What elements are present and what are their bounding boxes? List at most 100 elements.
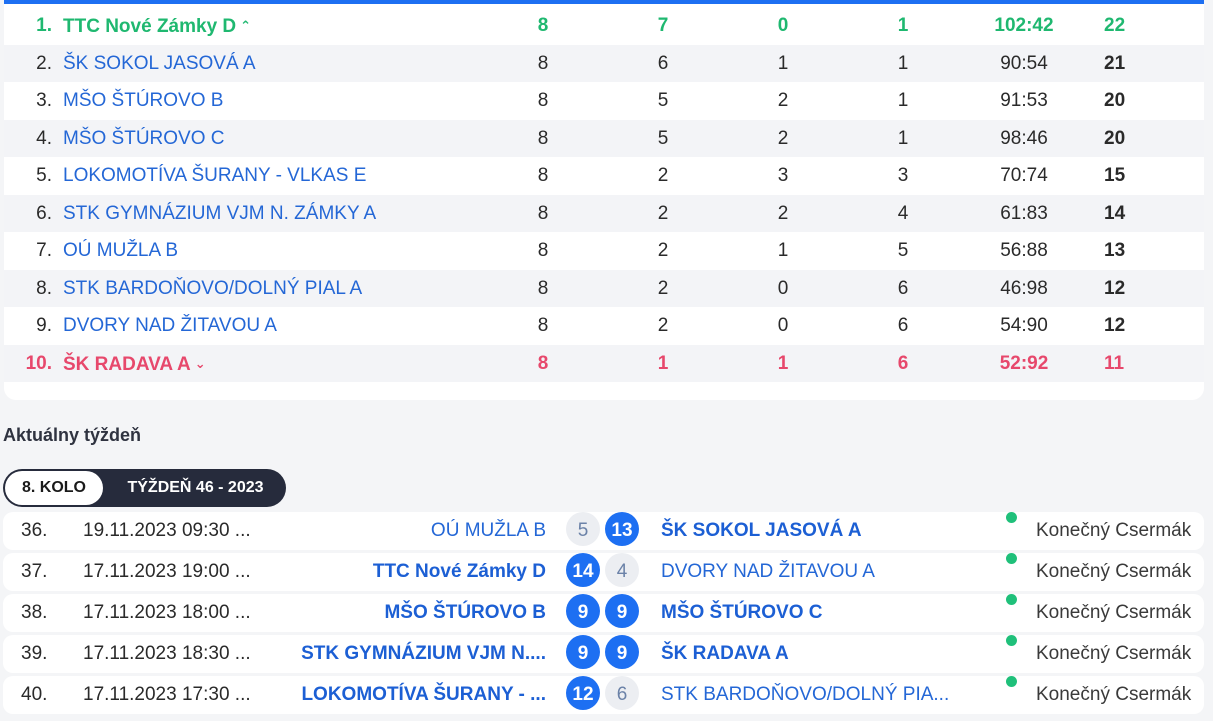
team-name-link[interactable]: STK BARDOŇOVO/DOLNÝ PIAL A bbox=[63, 277, 363, 299]
match-number: 40. bbox=[21, 684, 48, 705]
match-row[interactable]: 37. 17.11.2023 19:00 ... TTC Nové Zámky D 1… bbox=[3, 553, 1204, 591]
home-score: 9 bbox=[566, 635, 600, 669]
team-name-link[interactable]: MŠO ŠTÚROVO C bbox=[63, 127, 225, 149]
match-row[interactable]: 40. 17.11.2023 17:30 ... LOKOMOTÍVA ŠURANY… bbox=[3, 676, 1204, 714]
match-date: 19.11.2023 09:30 ... bbox=[83, 520, 251, 541]
home-score: 14 bbox=[566, 553, 600, 587]
team-name-link[interactable]: STK GYMNÁZIUM VJM N. ZÁMKY A bbox=[63, 202, 377, 224]
score-cell: 56:88 bbox=[1000, 240, 1048, 261]
rank: 6. bbox=[36, 202, 52, 224]
rank: 3. bbox=[36, 90, 52, 111]
match-number: 39. bbox=[21, 643, 48, 664]
status-dot-icon bbox=[1006, 553, 1017, 564]
status-dot-icon bbox=[1006, 676, 1017, 687]
rank: 10. bbox=[25, 352, 52, 374]
away-team-link[interactable]: MŠO ŠTÚROVO C bbox=[661, 602, 823, 623]
tab-round[interactable]: 8. KOLO bbox=[5, 471, 103, 505]
losses-cell: 1 bbox=[897, 15, 909, 36]
rank: 1. bbox=[36, 15, 52, 36]
played-cell: 8 bbox=[537, 277, 549, 299]
match-date: 17.11.2023 18:00 ... bbox=[83, 602, 251, 623]
points-cell: 20 bbox=[1104, 90, 1126, 111]
played-cell: 8 bbox=[537, 315, 549, 336]
match-status: Konečný Csermák bbox=[1036, 643, 1192, 664]
wins-cell: 6 bbox=[657, 52, 669, 74]
draws-cell: 0 bbox=[777, 315, 789, 336]
points-cell: 12 bbox=[1104, 315, 1126, 336]
score-cell: 102:42 bbox=[994, 15, 1054, 36]
chevron-down-icon: ⌄ bbox=[194, 355, 206, 371]
round-tabs: 8. KOLO TÝŽDEŇ 46 - 2023 bbox=[3, 469, 286, 507]
score-cell: 98:46 bbox=[1000, 127, 1048, 149]
score-cell: 70:74 bbox=[1000, 165, 1048, 186]
match-row[interactable]: 38. 17.11.2023 18:00 ... MŠO ŠTÚROVO B 9 9 MŠ… bbox=[3, 594, 1204, 632]
points-cell: 12 bbox=[1104, 277, 1126, 299]
draws-cell: 1 bbox=[777, 240, 789, 261]
points-cell: 20 bbox=[1104, 127, 1126, 149]
score-cell: 90:54 bbox=[1000, 52, 1048, 74]
rank: 7. bbox=[36, 240, 52, 261]
home-team-link[interactable]: STK GYMNÁZIUM VJM N.... bbox=[301, 643, 546, 664]
score-cell: 52:92 bbox=[999, 352, 1049, 374]
wins-cell: 2 bbox=[657, 315, 669, 336]
away-score: 6 bbox=[605, 676, 639, 710]
table-row: 10. ŠK RADAVA A ⌄ 8 1 1 6 52:92 11 bbox=[4, 344, 1204, 382]
points-cell: 13 bbox=[1104, 240, 1126, 261]
team-name-link[interactable]: OÚ MUŽLA B bbox=[63, 240, 179, 261]
home-team-link[interactable]: TTC Nové Zámky D bbox=[372, 561, 546, 582]
team-name-link[interactable]: ŠK SOKOL JASOVÁ A bbox=[63, 52, 256, 74]
rank: 4. bbox=[36, 127, 52, 149]
draws-cell: 0 bbox=[777, 15, 789, 36]
status-dot-icon bbox=[1006, 594, 1017, 605]
team-name-link[interactable]: LOKOMOTÍVA ŠURANY - VLKAS E bbox=[63, 165, 367, 186]
match-number: 37. bbox=[21, 561, 48, 582]
table-row: 1. TTC Nové Zámky D ⌃ 8 7 0 1 102:42 22 bbox=[4, 7, 1204, 45]
team-name-link[interactable]: MŠO ŠTÚROVO B bbox=[63, 90, 224, 111]
losses-cell: 1 bbox=[897, 90, 909, 111]
match-status: Konečný Csermák bbox=[1036, 602, 1192, 623]
table-row: 6. STK GYMNÁZIUM VJM N. ZÁMKY A 8 2 2 4 61:83 1… bbox=[4, 194, 1204, 232]
table-row: 3. MŠO ŠTÚROVO B 8 5 2 1 91:53 20 bbox=[4, 82, 1204, 120]
home-team-link[interactable]: LOKOMOTÍVA ŠURANY - ... bbox=[301, 684, 546, 705]
home-score: 9 bbox=[566, 594, 600, 628]
away-team-link[interactable]: ŠK SOKOL JASOVÁ A bbox=[661, 520, 862, 541]
wins-cell: 5 bbox=[657, 127, 669, 149]
played-cell: 8 bbox=[537, 90, 549, 111]
home-score: 5 bbox=[566, 512, 600, 546]
away-score: 9 bbox=[605, 635, 639, 669]
section-title: Aktuálny týždeň bbox=[3, 425, 142, 445]
away-score: 4 bbox=[605, 553, 639, 587]
status-dot-icon bbox=[1006, 635, 1017, 646]
match-row[interactable]: 36. 19.11.2023 09:30 ... OÚ MUŽLA B 5 13 ŠK S… bbox=[3, 512, 1204, 550]
wins-cell: 1 bbox=[657, 352, 669, 374]
match-status: Konečný Csermák bbox=[1036, 684, 1192, 705]
match-number: 36. bbox=[21, 520, 48, 541]
team-name-link[interactable]: DVORY NAD ŽITAVOU A bbox=[63, 315, 277, 336]
match-row[interactable]: 39. 17.11.2023 18:30 ... STK GYMNÁZIUM VJM… bbox=[3, 635, 1204, 673]
team-name-link[interactable]: ŠK RADAVA A ⌄ bbox=[63, 353, 206, 375]
match-date: 17.11.2023 17:30 ... bbox=[83, 684, 251, 705]
losses-cell: 5 bbox=[897, 240, 909, 261]
tab-week[interactable]: TÝŽDEŇ 46 - 2023 bbox=[127, 479, 264, 496]
match-status: Konečný Csermák bbox=[1036, 520, 1192, 541]
wins-cell: 2 bbox=[657, 277, 669, 299]
played-cell: 8 bbox=[537, 127, 549, 149]
points-cell: 21 bbox=[1104, 52, 1126, 74]
wins-cell: 2 bbox=[657, 240, 669, 261]
away-team-link[interactable]: STK BARDOŇOVO/DOLNÝ PIA... bbox=[661, 684, 950, 705]
played-cell: 8 bbox=[537, 15, 549, 36]
points-cell: 14 bbox=[1104, 202, 1126, 224]
draws-cell: 2 bbox=[777, 202, 789, 224]
losses-cell: 1 bbox=[897, 127, 909, 149]
draws-cell: 2 bbox=[777, 127, 789, 149]
played-cell: 8 bbox=[537, 52, 549, 74]
played-cell: 8 bbox=[537, 240, 549, 261]
home-team-link[interactable]: MŠO ŠTÚROVO B bbox=[384, 602, 546, 623]
match-number: 38. bbox=[21, 602, 48, 623]
team-name-link[interactable]: TTC Nové Zámky D ⌃ bbox=[63, 16, 252, 37]
away-team-link[interactable]: DVORY NAD ŽITAVOU A bbox=[661, 561, 875, 582]
home-team-link[interactable]: OÚ MUŽLA B bbox=[430, 520, 546, 541]
table-row: 2. ŠK SOKOL JASOVÁ A 8 6 1 1 90:54 21 bbox=[4, 44, 1204, 82]
score-cell: 46:98 bbox=[1000, 277, 1048, 299]
away-team-link[interactable]: ŠK RADAVA A bbox=[661, 643, 789, 664]
